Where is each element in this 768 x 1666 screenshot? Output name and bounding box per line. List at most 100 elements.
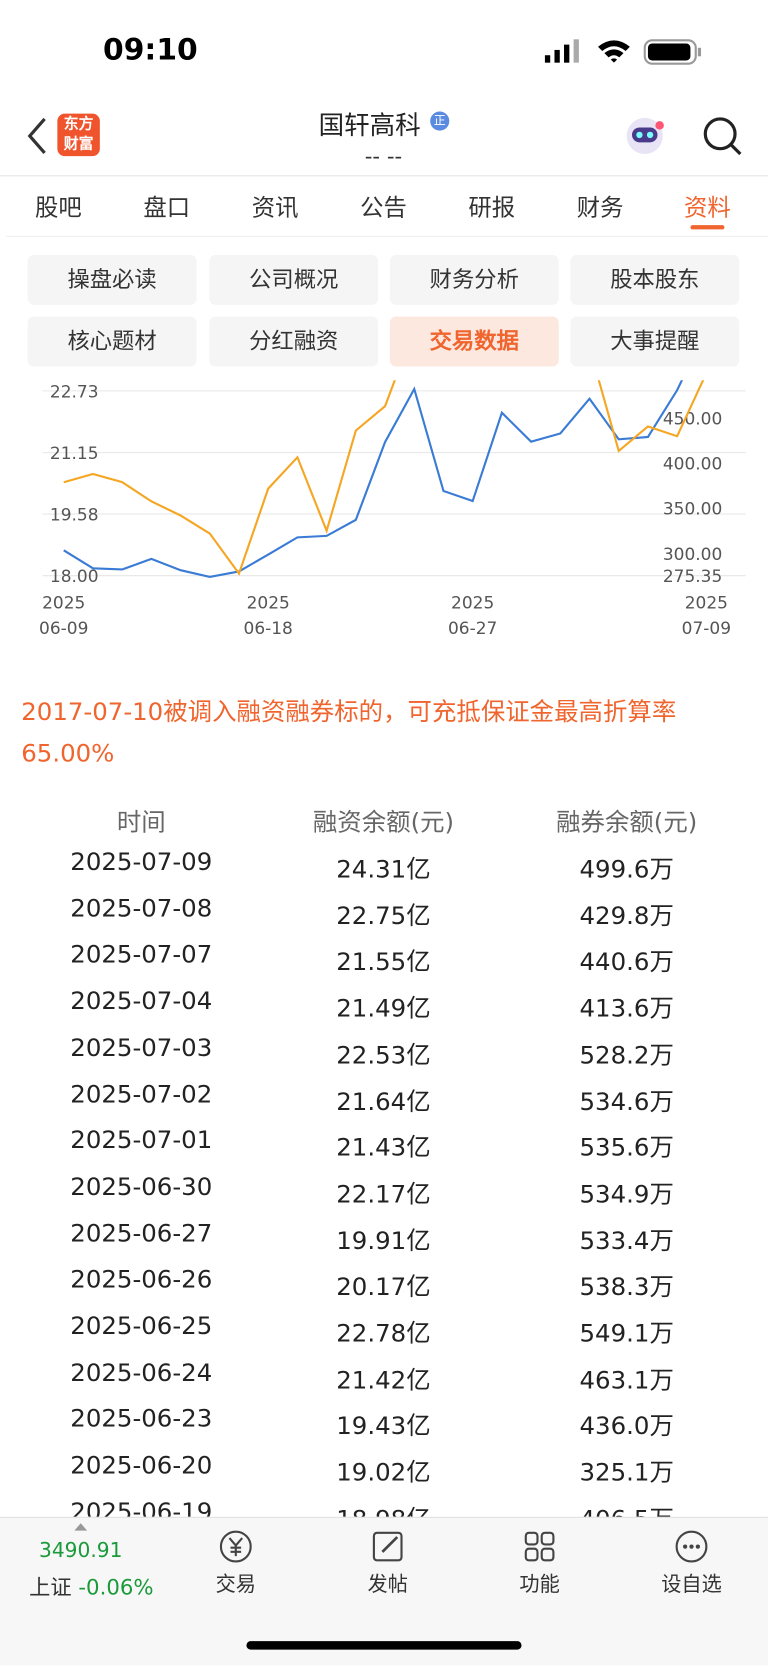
table-cell: 22.75亿 [336, 902, 431, 931]
tab[interactable]: 盘口 [143, 195, 191, 222]
sub-button[interactable]: 核心题材 [27, 316, 197, 367]
table-header: 时间 [116, 809, 166, 838]
stock-subtitle: -- -- [364, 143, 403, 169]
nav-icon[interactable] [522, 1529, 558, 1565]
sub-button[interactable]: 大事提醒 [570, 316, 740, 367]
back-button[interactable] [21, 115, 53, 157]
icon-shape [682, 1544, 688, 1549]
icon-shape [675, 1530, 708, 1563]
table-cell: 2025-06-24 [70, 1359, 213, 1387]
table-cell: 24.31亿 [336, 856, 431, 884]
y2-tick-label: 450.00 [663, 409, 722, 429]
tab[interactable]: 资讯 [251, 195, 299, 222]
x-tick-label: 2025 [247, 594, 290, 614]
icon-shape [228, 1537, 243, 1557]
y2-tick-label: 350.00 [663, 500, 722, 520]
table-cell: 21.64亿 [336, 1088, 431, 1116]
table-cell: 19.02亿 [336, 1459, 431, 1488]
table-cell: 18.98亿 [336, 1499, 430, 1517]
table-header: 融券余额(元) [556, 809, 698, 838]
table-cell: 19.91亿 [336, 1227, 431, 1256]
divider [6, 235, 768, 237]
status-icons [544, 39, 702, 65]
logo-text: 财富 [63, 135, 94, 153]
home-indicator [246, 1641, 522, 1650]
table-cell: 2025-06-30 [70, 1173, 213, 1202]
table-cell: 528.2万 [579, 1041, 674, 1070]
tab-bar: 股吧 盘口 资讯 公告 研报 财务 资料 [0, 189, 768, 236]
nav-icon[interactable] [218, 1529, 254, 1565]
index-line[interactable]: 上证 -0.06% [29, 1570, 153, 1601]
bottom-bar: 3490.91 上证 -0.06% 交易 发帖 功能 设自选 [0, 1516, 768, 1666]
icon-shape [540, 1531, 555, 1546]
y-tick-label: 21.15 [50, 444, 99, 464]
table-cell: 538.3万 [579, 1273, 674, 1302]
logo-text: 东方 [63, 115, 94, 133]
nav-label[interactable]: 交易 [215, 1573, 256, 1597]
table-cell: 534.6万 [579, 1088, 674, 1116]
sub-button[interactable]: 公司概况 [209, 254, 379, 305]
table-cell: 2025-06-19 [70, 1498, 213, 1517]
x-tick-label: 07-09 [682, 619, 731, 639]
icon-shape [372, 1531, 403, 1562]
table-cell: 413.6万 [579, 995, 674, 1023]
table-cell: 535.6万 [579, 1134, 674, 1163]
table-cell: 2025-07-08 [70, 895, 213, 923]
x-tick-label: 2025 [685, 594, 728, 614]
table-cell: 2025-07-02 [70, 1080, 213, 1109]
table-cell: 21.42亿 [336, 1366, 431, 1395]
icon-shape [381, 1536, 399, 1553]
nav-label[interactable]: 设自选 [661, 1573, 722, 1597]
table-cell: 2025-07-07 [70, 941, 213, 970]
x-tick-label: 2025 [451, 594, 494, 614]
plot [63, 380, 705, 578]
tab-underline [690, 225, 725, 230]
nav-label[interactable]: 发帖 [367, 1573, 408, 1597]
search-icon[interactable] [699, 113, 746, 160]
table-cell: 21.55亿 [336, 948, 431, 977]
y-tick-label: 19.58 [50, 505, 99, 525]
robot-icon[interactable] [621, 113, 668, 160]
tab[interactable]: 资料 [684, 195, 731, 222]
nav-icon[interactable] [673, 1529, 709, 1565]
sub-button[interactable]: 股本股东 [570, 254, 740, 305]
table-cell: 429.8万 [579, 902, 674, 931]
nav-icon[interactable] [370, 1529, 406, 1565]
table-cell: 2025-06-25 [70, 1312, 213, 1341]
icon-shape [689, 1544, 694, 1549]
tab[interactable]: 公告 [360, 195, 407, 222]
table-cell: 2025-06-23 [70, 1405, 213, 1434]
icon-shape [524, 1547, 539, 1562]
badge: 正 [430, 111, 450, 131]
nav-label[interactable]: 功能 [519, 1573, 560, 1597]
app-logo[interactable]: 东方 财富 [57, 113, 100, 157]
table-cell: 2025-07-03 [70, 1034, 213, 1062]
tab[interactable]: 研报 [468, 195, 516, 222]
table: 时间 融资余额(元) 融券余额(元) 2025-07-09 24.31亿 499.6万 20… [0, 791, 768, 1516]
divider [0, 175, 768, 177]
table-cell: 440.6万 [579, 948, 674, 977]
table-cell: 21.43亿 [336, 1134, 431, 1163]
y2-tick-label: 400.00 [663, 455, 722, 475]
table-cell: 533.4万 [579, 1227, 674, 1256]
table-cell: 549.1万 [579, 1320, 674, 1348]
table-cell: 436.0万 [579, 1413, 674, 1441]
sub-button[interactable]: 操盘必读 [27, 254, 197, 305]
sub-button[interactable]: 财务分析 [389, 254, 559, 305]
table-header: 融资余额(元) [312, 809, 455, 838]
sub-button[interactable]: 交易数据 [389, 316, 559, 367]
series-line [63, 380, 684, 578]
y-tick-label: 22.73 [50, 382, 99, 402]
table-cell: 406.5万 [580, 1499, 674, 1517]
sub-button[interactable]: 分红融资 [209, 316, 379, 367]
tab[interactable]: 财务 [576, 195, 624, 222]
table-cell: 22.17亿 [336, 1181, 431, 1209]
stock-title: 国轩高科 [318, 110, 421, 141]
index-value[interactable]: 3490.91 [38, 1539, 123, 1563]
icon-shape [695, 1544, 700, 1549]
tab[interactable]: 股吧 [35, 195, 82, 222]
table-cell: 2025-07-04 [70, 987, 213, 1016]
x-tick-label: 06-09 [39, 619, 88, 639]
